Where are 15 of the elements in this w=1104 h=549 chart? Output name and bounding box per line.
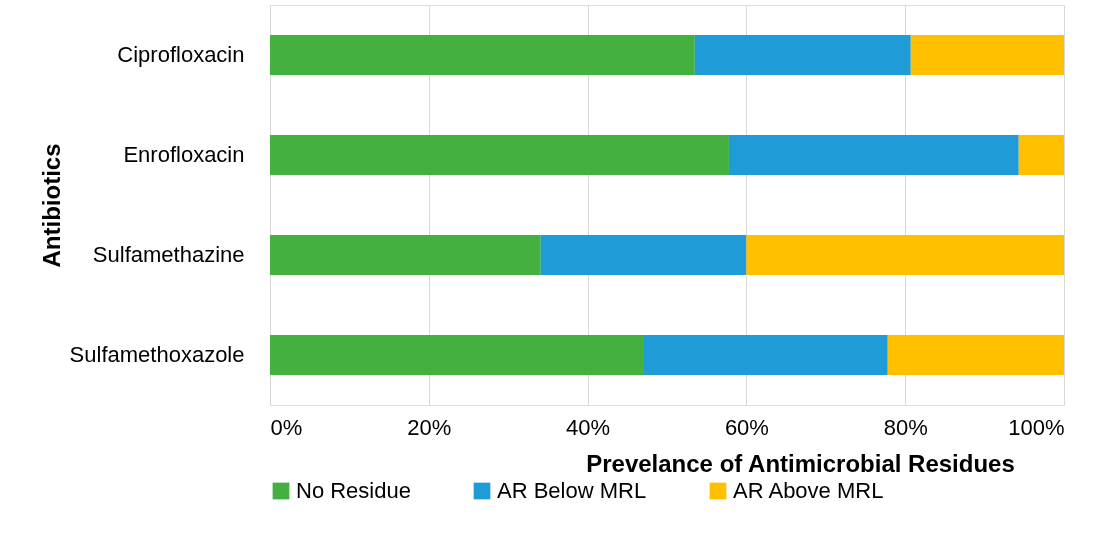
y-tick-label: Enrofloxacin <box>123 142 245 167</box>
y-tick-label: Sulfamethoxazole <box>69 342 245 367</box>
legend-label: AR Above MRL <box>733 478 884 503</box>
x-tick-label: 40% <box>566 414 611 440</box>
x-tick-label: 20% <box>407 414 452 440</box>
x-tick-label: 60% <box>724 414 769 440</box>
x-tick-label: 100% <box>1008 414 1065 440</box>
legend-label: AR Below MRL <box>497 478 647 503</box>
y-tick-label: Sulfamethazine <box>92 242 245 267</box>
y-tick-label: Ciprofloxacin <box>117 42 245 67</box>
x-tick-label: 80% <box>883 414 928 440</box>
y-axis-title: Antibiotics <box>37 143 65 268</box>
legend-label: No Residue <box>296 478 411 503</box>
x-axis-title: Prevelance of Antimicrobial Residues <box>586 449 1015 477</box>
x-tick-label: 0% <box>270 414 303 440</box>
